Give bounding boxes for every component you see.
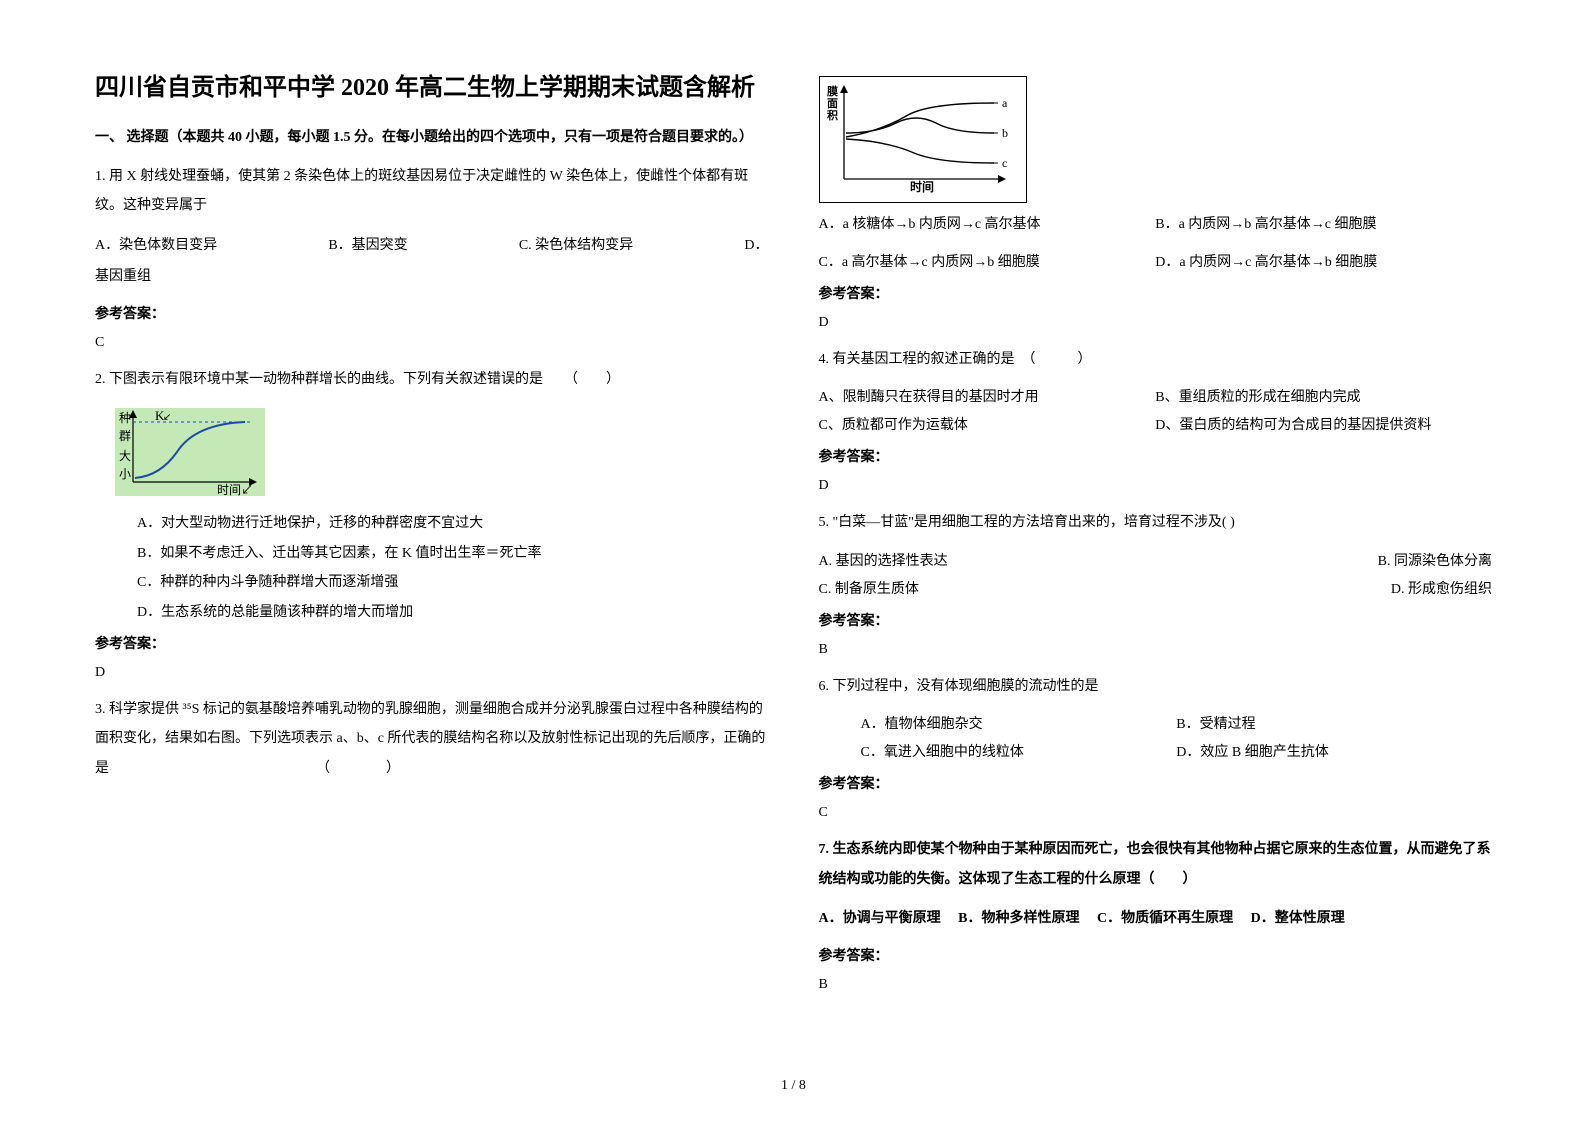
svg-text:时间: 时间 bbox=[910, 179, 934, 193]
svg-text:积: 积 bbox=[827, 108, 838, 122]
q4-answer: D bbox=[819, 472, 1493, 500]
q3-chart: 膜 面 积 a b c 时间 bbox=[819, 76, 1027, 203]
q3-opts-row1: A．a 核糖体→b 内质网→c 高尔基体 B．a 内质网→b 高尔基体→c 细胞… bbox=[819, 211, 1493, 239]
q2-optC: C．种群的种内斗争随种群增大而逐渐增强 bbox=[137, 568, 769, 597]
svg-text:c: c bbox=[1002, 156, 1007, 170]
q4-optD: D、蛋白质的结构可为合成目的基因提供资料 bbox=[1155, 412, 1492, 440]
q7-optB: B．物种多样性原理 bbox=[958, 911, 1079, 926]
q5-optC: C. 制备原生质体 bbox=[819, 576, 1156, 604]
q5-optA: A. 基因的选择性表达 bbox=[819, 548, 1156, 576]
q4-answer-label: 参考答案： bbox=[819, 444, 1493, 472]
q5-stem: 5. "白菜—甘蓝"是用细胞工程的方法培育出来的，培育过程不涉及( ) bbox=[819, 508, 1493, 537]
svg-text:小: 小 bbox=[119, 467, 131, 481]
q6-answer-label: 参考答案： bbox=[819, 771, 1493, 799]
q2-chart: 种 群 大 小 K ↙ 时间↙ bbox=[115, 408, 265, 501]
q6-optC: C．氧进入细胞中的线粒体 bbox=[861, 739, 1177, 767]
q4-optC: C、质粒都可作为运载体 bbox=[819, 412, 1156, 440]
svg-text:b: b bbox=[1002, 126, 1008, 140]
q6-optB: B．受精过程 bbox=[1176, 711, 1492, 739]
q4-opts-row2: C、质粒都可作为运载体 D、蛋白质的结构可为合成目的基因提供资料 bbox=[819, 412, 1493, 440]
q1-optC: C. 染色体结构变异 bbox=[519, 231, 633, 262]
svg-text:a: a bbox=[1002, 96, 1008, 110]
q6-stem: 6. 下列过程中，没有体现细胞膜的流动性的是 bbox=[819, 672, 1493, 701]
q1-optA: A．染色体数目变异 bbox=[95, 231, 217, 262]
svg-text:群: 群 bbox=[119, 429, 131, 443]
svg-text:时间↙: 时间↙ bbox=[217, 483, 253, 496]
svg-text:种: 种 bbox=[119, 411, 131, 425]
q1-stem: 1. 用 X 射线处理蚕蛹，使其第 2 条染色体上的斑纹基因易位于决定雌性的 W… bbox=[95, 162, 769, 221]
page-number: 1 / 8 bbox=[0, 1078, 1587, 1094]
q6-answer: C bbox=[819, 799, 1493, 827]
q3-opts-row2: C．a 高尔基体→c 内质网→b 细胞膜 D．a 内质网→c 高尔基体→b 细胞… bbox=[819, 249, 1493, 277]
q5-optD: D. 形成愈伤组织 bbox=[1155, 576, 1492, 604]
q1-options: A．染色体数目变异 B．基因突变 C. 染色体结构变异 D． bbox=[95, 231, 769, 262]
section-head: 一、 选择题（本题共 40 小题，每小题 1.5 分。在每小题给出的四个选项中，… bbox=[95, 124, 769, 152]
q6-optA: A．植物体细胞杂交 bbox=[861, 711, 1177, 739]
q3-stem-a: 3. 科学家提供 ³⁵S 标记的氨基酸培养哺乳动物的乳腺细胞，测量细胞合成并分泌… bbox=[95, 702, 765, 776]
q2-optB: B．如果不考虑迁入、迁出等其它因素，在 K 值时出生率＝死亡率 bbox=[137, 539, 769, 568]
q2-stem: 2. 下图表示有限环境中某一动物种群增长的曲线。下列有关叙述错误的是 （ ） bbox=[95, 365, 769, 394]
q2-answer-label: 参考答案： bbox=[95, 631, 769, 659]
q1-answer-label: 参考答案： bbox=[95, 301, 769, 329]
q5-opts-row2: C. 制备原生质体 D. 形成愈伤组织 bbox=[819, 576, 1493, 604]
q7-optC: C．物质循环再生原理 bbox=[1097, 911, 1233, 926]
q4-stem: 4. 有关基因工程的叙述正确的是 （ ） bbox=[819, 345, 1493, 374]
q1-optD-prefix: D． bbox=[744, 231, 768, 262]
q2-options: A．对大型动物进行迁地保护，迁移的种群密度不宜过大 B．如果不考虑迁入、迁出等其… bbox=[95, 509, 769, 627]
q2-optA: A．对大型动物进行迁地保护，迁移的种群密度不宜过大 bbox=[137, 509, 769, 538]
q3-optB: B．a 内质网→b 高尔基体→c 细胞膜 bbox=[1155, 211, 1492, 239]
q5-answer-label: 参考答案： bbox=[819, 608, 1493, 636]
q3-optD: D．a 内质网→c 高尔基体→b 细胞膜 bbox=[1155, 249, 1492, 277]
q1-optD-cont: 基因重组 bbox=[95, 262, 769, 291]
q7-optA: A．协调与平衡原理 bbox=[819, 911, 941, 926]
svg-text:膜: 膜 bbox=[827, 84, 838, 98]
q3-optA: A．a 核糖体→b 内质网→c 高尔基体 bbox=[819, 211, 1156, 239]
q2-optD: D．生态系统的总能量随该种群的增大而增加 bbox=[137, 598, 769, 627]
q5-opts-row1: A. 基因的选择性表达 B. 同源染色体分离 bbox=[819, 548, 1493, 576]
q3-answer-label: 参考答案： bbox=[819, 281, 1493, 309]
q1-optB: B．基因突变 bbox=[328, 231, 407, 262]
svg-text:面: 面 bbox=[827, 97, 838, 110]
svg-text:↙: ↙ bbox=[163, 412, 171, 423]
q3-optC: C．a 高尔基体→c 内质网→b 细胞膜 bbox=[819, 249, 1156, 277]
q4-opts-row1: A、限制酶只在获得目的基因时才用 B、重组质粒的形成在细胞内完成 bbox=[819, 384, 1493, 412]
q2-answer: D bbox=[95, 659, 769, 687]
q6-options: A．植物体细胞杂交 B．受精过程 C．氧进入细胞中的线粒体 D．效应 B 细胞产… bbox=[819, 711, 1493, 767]
q3-stem: 3. 科学家提供 ³⁵S 标记的氨基酸培养哺乳动物的乳腺细胞，测量细胞合成并分泌… bbox=[95, 695, 769, 783]
q7-answer-label: 参考答案： bbox=[819, 943, 1493, 971]
q4-optB: B、重组质粒的形成在细胞内完成 bbox=[1155, 384, 1492, 412]
svg-text:大: 大 bbox=[119, 449, 131, 463]
q5-answer: B bbox=[819, 636, 1493, 664]
q1-answer: C bbox=[95, 329, 769, 357]
q7-optD: D．整体性原理 bbox=[1251, 911, 1345, 926]
q6-optD: D．效应 B 细胞产生抗体 bbox=[1176, 739, 1492, 767]
q5-optB: B. 同源染色体分离 bbox=[1155, 548, 1492, 576]
q7-options: A．协调与平衡原理 B．物种多样性原理 C．物质循环再生原理 D．整体性原理 bbox=[819, 904, 1493, 933]
q7-stem: 7. 生态系统内即使某个物种由于某种原因而死亡，也会很快有其他物种占据它原来的生… bbox=[819, 835, 1493, 894]
q3-answer: D bbox=[819, 309, 1493, 337]
page-title: 四川省自贡市和平中学 2020 年高二生物上学期期末试题含解析 bbox=[95, 70, 769, 106]
q4-optA: A、限制酶只在获得目的基因时才用 bbox=[819, 384, 1156, 412]
q7-answer: B bbox=[819, 971, 1493, 999]
q3-blank: （ ） bbox=[316, 761, 400, 776]
